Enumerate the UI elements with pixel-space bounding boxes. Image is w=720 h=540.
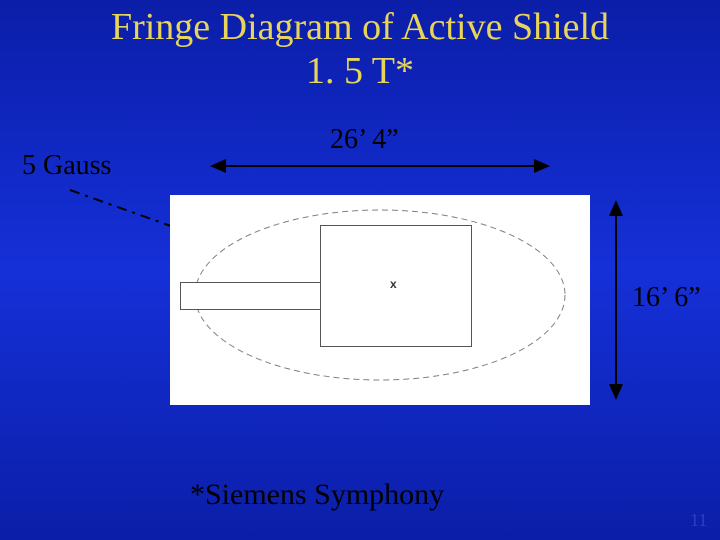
footnote: *Siemens Symphony	[190, 478, 444, 512]
width-label: 26’ 4”	[330, 124, 399, 156]
width-arrow-right-head	[534, 159, 550, 173]
width-arrow-line	[224, 165, 536, 167]
figure-panel: x	[170, 195, 590, 405]
height-arrow-line	[615, 214, 617, 386]
title-line-2: 1. 5 T*	[306, 50, 414, 92]
slide-number: 11	[690, 510, 707, 531]
height-label: 16’ 6”	[632, 282, 701, 314]
title-line-1: Fringe Diagram of Active Shield	[111, 6, 609, 48]
isocenter-mark: x	[390, 277, 397, 291]
table-rect	[180, 282, 322, 310]
gauss-label: 5 Gauss	[22, 150, 111, 182]
height-arrow-down-head	[609, 384, 623, 400]
slide-title: Fringe Diagram of Active Shield 1. 5 T*	[0, 6, 720, 93]
